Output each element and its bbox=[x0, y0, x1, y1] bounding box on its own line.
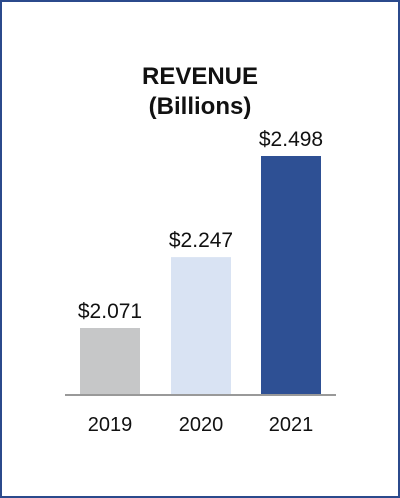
x-tick-label-2020: 2020 bbox=[179, 414, 224, 436]
value-label-2020: $2.247 bbox=[169, 229, 233, 252]
chart-subtitle: (Billions) bbox=[149, 93, 252, 120]
bars-group bbox=[80, 156, 321, 395]
x-tick-label-2019: 2019 bbox=[88, 414, 133, 436]
x-tick-label-2021: 2021 bbox=[269, 414, 314, 436]
bar-2021 bbox=[261, 156, 321, 395]
labels-group: $2.071 2019 $2.247 2020 $2.498 2021 bbox=[78, 128, 323, 436]
value-label-2021: $2.498 bbox=[259, 128, 323, 151]
bar-2020 bbox=[171, 257, 231, 395]
value-label-2019: $2.071 bbox=[78, 300, 142, 323]
chart-title: REVENUE bbox=[142, 63, 258, 90]
bar-2019 bbox=[80, 328, 140, 395]
